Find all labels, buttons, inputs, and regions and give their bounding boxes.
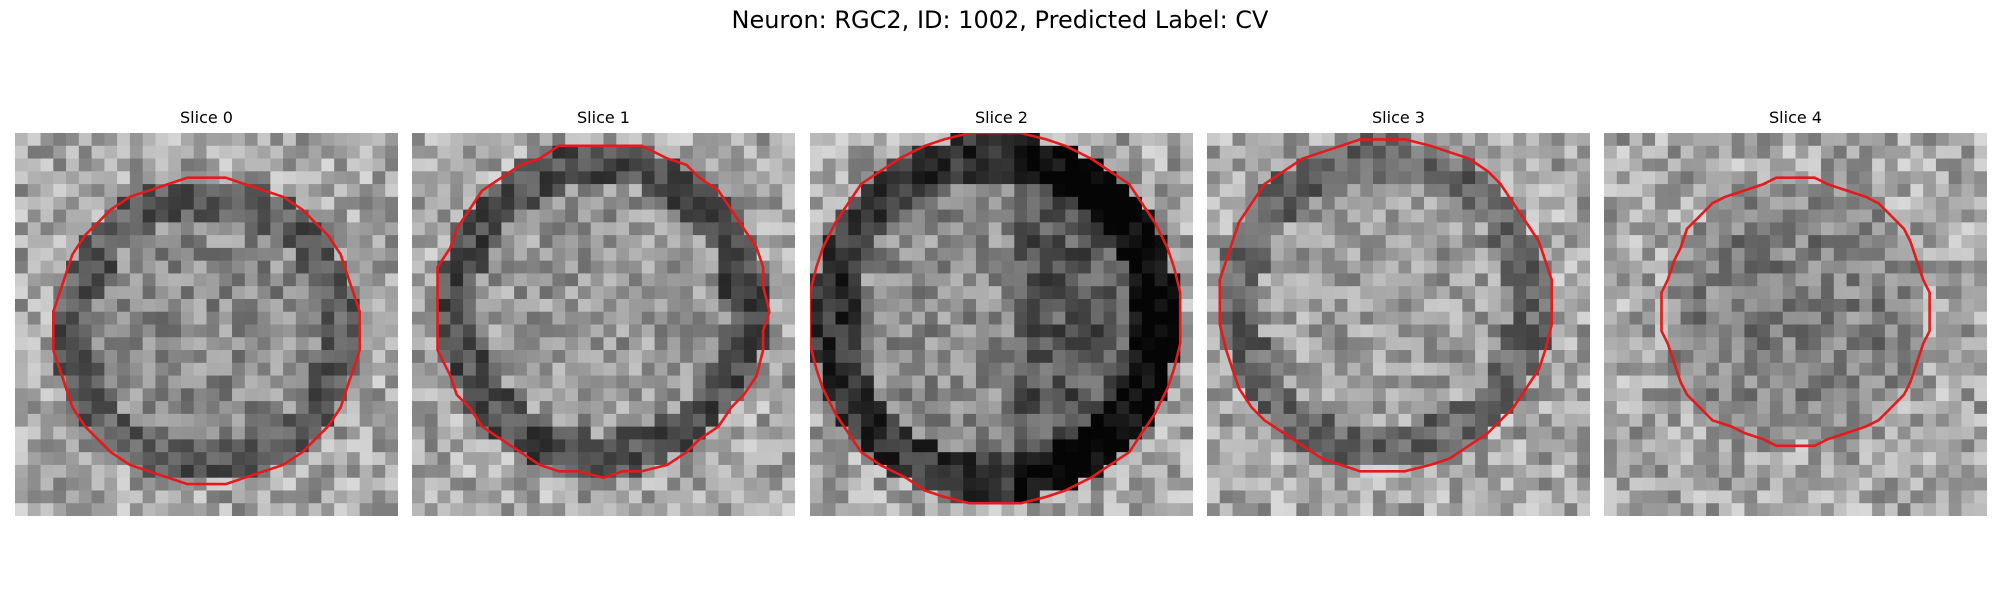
slice-image-0 <box>15 133 398 516</box>
contour-outline <box>1660 176 1931 448</box>
slice-panel-2: Slice 2 <box>810 108 1193 518</box>
contour-outline <box>810 133 1182 505</box>
slice-image-2 <box>810 133 1193 516</box>
slice-panel-0: Slice 0 <box>15 108 398 518</box>
contour-outline <box>51 176 362 486</box>
slice-panel-1: Slice 1 <box>412 108 795 518</box>
slice-panel-4: Slice 4 <box>1604 108 1987 518</box>
slice-image-1 <box>412 133 795 516</box>
figure-title: Neuron: RGC2, ID: 1002, Predicted Label:… <box>731 6 1269 34</box>
slice-image-4 <box>1604 133 1987 516</box>
slice-title-3: Slice 3 <box>1372 108 1425 127</box>
slice-title-1: Slice 1 <box>577 108 630 127</box>
contour-outline <box>436 144 771 480</box>
slice-image-3 <box>1207 133 1590 516</box>
slice-title-4: Slice 4 <box>1769 108 1822 127</box>
contour-outline <box>1218 138 1554 473</box>
slice-title-2: Slice 2 <box>975 108 1028 127</box>
slice-panel-3: Slice 3 <box>1207 108 1590 518</box>
slice-title-0: Slice 0 <box>180 108 233 127</box>
